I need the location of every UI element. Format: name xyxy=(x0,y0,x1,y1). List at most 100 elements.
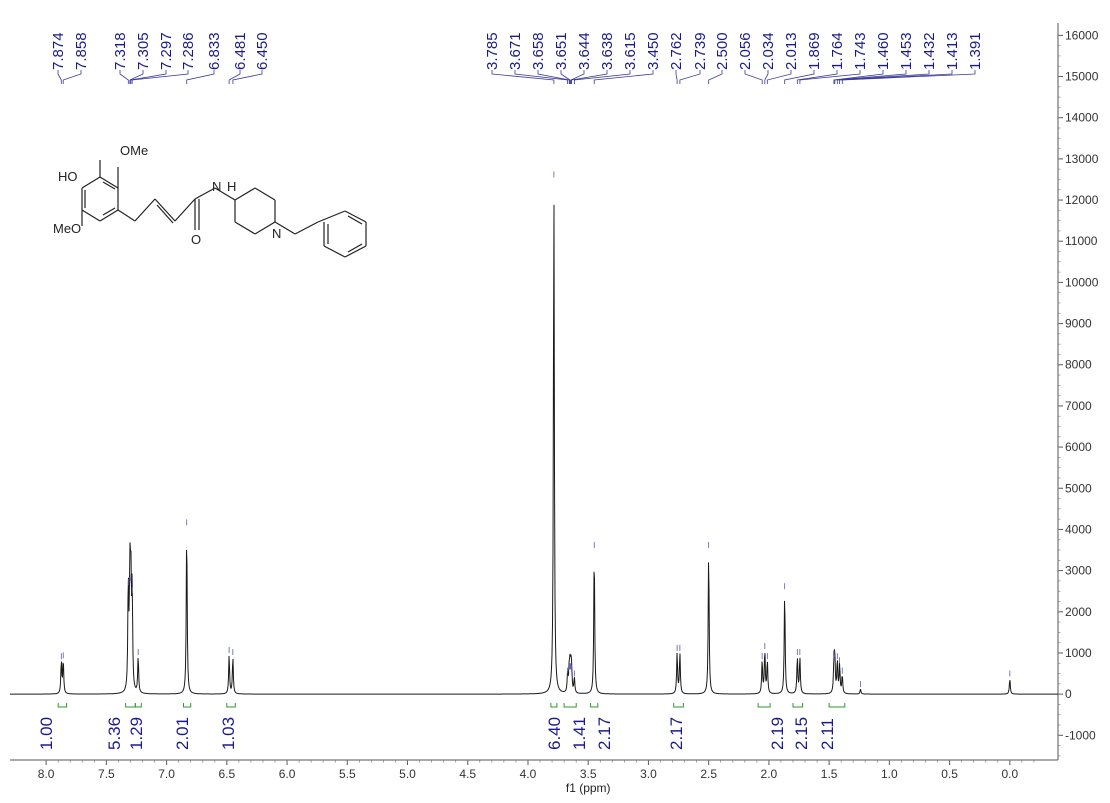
x-tick-label: 8.0 xyxy=(38,767,55,781)
molecule-bond xyxy=(344,210,367,223)
peak-label-connector xyxy=(766,70,792,84)
integration-label: 1.00 xyxy=(37,717,56,750)
integration-bracket xyxy=(226,703,236,708)
molecule-bond xyxy=(317,210,346,223)
peak-label: 2.013 xyxy=(783,32,800,70)
peak-label-connector xyxy=(514,70,568,84)
molecule-bond xyxy=(154,198,176,222)
integration-bracket xyxy=(673,703,684,708)
x-tick-label: 2.5 xyxy=(700,767,717,781)
integration-label: 6.40 xyxy=(545,717,564,750)
peak-label: 3.658 xyxy=(530,32,547,70)
integration-label: 1.29 xyxy=(127,717,146,750)
peak-label: 1.764 xyxy=(829,32,846,70)
peak-label: 1.432 xyxy=(921,32,938,70)
molecule-bond xyxy=(323,245,346,258)
molecule-label-h: H xyxy=(227,179,236,194)
integration-bracket xyxy=(125,703,136,708)
peak-label: 6.481 xyxy=(232,32,249,70)
peak-label-connector xyxy=(491,70,555,84)
integration-bracket xyxy=(792,703,804,708)
peak-label: 1.413 xyxy=(944,32,961,70)
molecule-bond xyxy=(347,243,363,253)
y-tick-label: 6000 xyxy=(1065,440,1092,454)
peak-label-connector xyxy=(784,70,815,84)
integration-label: 5.36 xyxy=(105,717,124,750)
integration-label: 2.17 xyxy=(667,717,686,750)
peak-label-connector xyxy=(833,70,884,84)
peak-label: 3.450 xyxy=(645,32,662,70)
peak-label: 2.500 xyxy=(714,32,731,70)
molecule-bond xyxy=(294,221,319,235)
y-tick-label: 4000 xyxy=(1065,522,1092,536)
peak-label-connector xyxy=(839,70,953,84)
x-tick-label: 3.0 xyxy=(640,767,657,781)
molecule-bond xyxy=(254,221,276,235)
peak-label-connector xyxy=(744,70,763,84)
peak-label-connector xyxy=(675,70,678,84)
peak-label: 1.869 xyxy=(806,32,823,70)
integration-label: 2.01 xyxy=(173,717,192,750)
peak-label-connector xyxy=(537,70,570,84)
peak-label: 1.391 xyxy=(967,32,984,70)
y-tick-label: 1000 xyxy=(1065,646,1092,660)
peak-label-connector xyxy=(708,70,723,84)
molecule-bond xyxy=(102,207,116,216)
peak-label: 2.739 xyxy=(692,32,709,70)
peak-label-connector xyxy=(834,70,907,84)
peak-label-connector xyxy=(679,70,701,84)
integration-label: 2.11 xyxy=(818,718,837,750)
peak-label: 7.858 xyxy=(73,32,90,70)
axes: 8.0 7.5 7.0 6.5 6.0 5.5 5.0 4.5 4.0 3.5 3.0 2.5 2.0 1… xyxy=(10,23,1099,795)
molecule-bond xyxy=(102,181,116,190)
molecule-bond xyxy=(81,209,101,222)
peak-label: 7.286 xyxy=(180,32,197,70)
peak-label: 3.638 xyxy=(599,32,616,70)
spectrum-trace xyxy=(10,171,1058,695)
molecule-bond xyxy=(134,198,156,222)
y-tick-label: 15000 xyxy=(1065,70,1099,84)
integration-bracket xyxy=(183,703,192,708)
molecule-bond xyxy=(347,215,363,225)
peak-label: 2.034 xyxy=(760,32,777,70)
molecule-label-ome-top: OMe xyxy=(120,143,148,158)
molecule-bond xyxy=(99,176,119,189)
y-tick-label: 7000 xyxy=(1065,399,1092,413)
molecule-bond xyxy=(174,198,196,222)
x-tick-label: 0.0 xyxy=(1001,767,1018,781)
peak-label: 3.651 xyxy=(553,32,570,70)
x-tick-label: 4.0 xyxy=(520,767,537,781)
molecule-bond xyxy=(117,209,136,222)
peak-label: 1.460 xyxy=(875,32,892,70)
integration-bracket xyxy=(134,703,142,708)
peak-label: 7.874 xyxy=(50,32,67,70)
peak-label-connector xyxy=(129,70,144,84)
molecule-label-meo: MeO xyxy=(53,221,81,236)
peak-label-connector xyxy=(574,70,631,84)
x-tick-label: 7.5 xyxy=(98,767,115,781)
integration-bracket xyxy=(757,703,771,708)
peak-label-connector xyxy=(764,70,769,84)
peak-labels: 7.874 7.858 7.318 7.305 7.297 7.286 6.833 6.481… xyxy=(50,32,984,84)
x-tick-label: 7.0 xyxy=(158,767,175,781)
peak-label: 1.453 xyxy=(898,32,915,70)
peak-label: 6.833 xyxy=(206,32,223,70)
y-tick-label: 10000 xyxy=(1065,275,1099,289)
peak-label-connector xyxy=(186,70,215,84)
peak-label: 3.785 xyxy=(484,32,501,70)
molecule-bond xyxy=(194,187,216,200)
y-tick-label: 0 xyxy=(1065,687,1072,701)
molecule-label-ho: HO xyxy=(58,169,78,184)
y-tick-label: 14000 xyxy=(1065,111,1099,125)
x-tick-label: 6.0 xyxy=(279,767,296,781)
y-tick-label: 9000 xyxy=(1065,317,1092,331)
peak-label-connector xyxy=(836,70,930,84)
molecule-bond xyxy=(156,204,174,224)
molecule-bond xyxy=(99,209,119,222)
molecule-label-o: O xyxy=(191,232,201,247)
peak-label: 7.297 xyxy=(158,32,175,70)
molecule-bond xyxy=(234,187,256,201)
